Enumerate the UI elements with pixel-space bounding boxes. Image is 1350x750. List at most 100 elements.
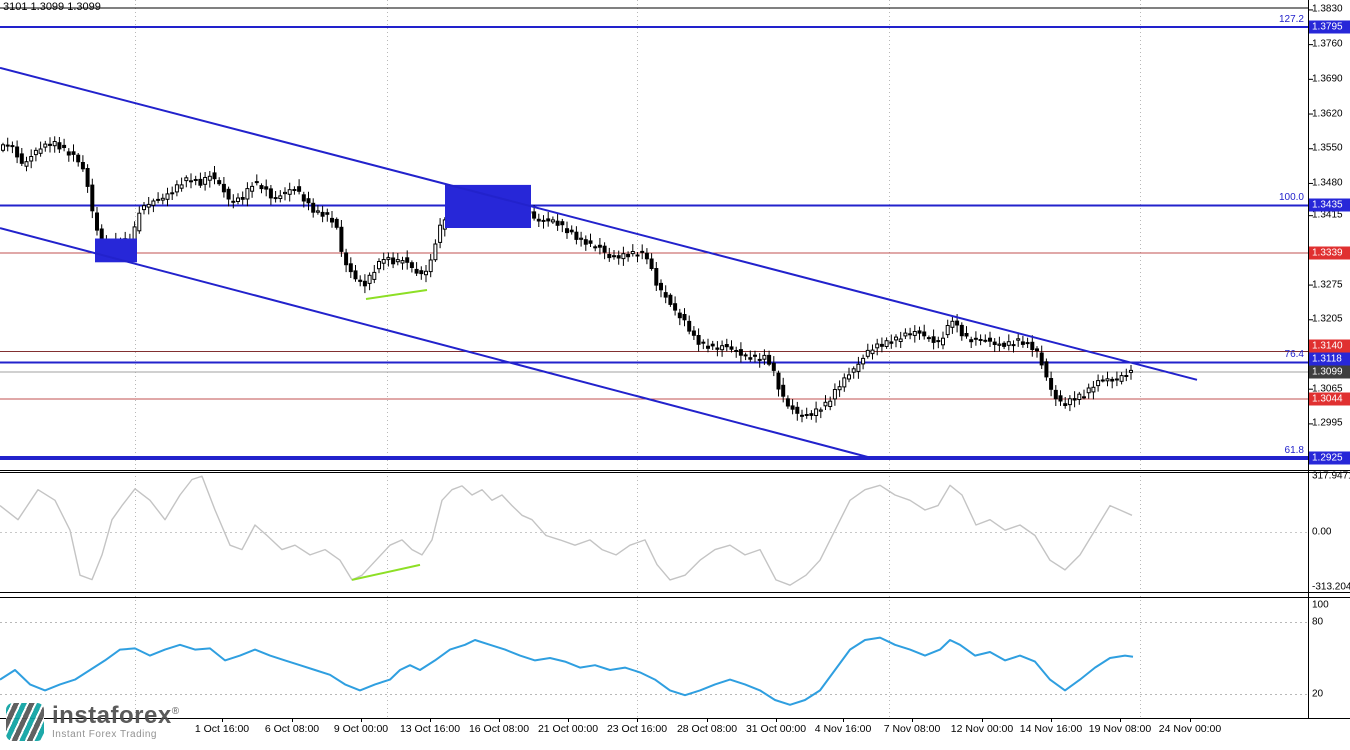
candle — [334, 218, 339, 228]
candle — [1124, 375, 1129, 377]
candle — [818, 409, 823, 412]
candle — [762, 354, 767, 360]
candle — [367, 274, 372, 284]
candle — [687, 320, 692, 332]
candle — [635, 254, 640, 257]
candle — [419, 270, 424, 275]
candle — [19, 153, 24, 164]
candle — [362, 280, 367, 287]
ind1-scale-label: 0.00 — [1312, 526, 1332, 538]
candle — [71, 151, 76, 155]
candle — [1100, 379, 1105, 382]
candle — [207, 175, 212, 181]
candle — [602, 245, 607, 253]
candle — [560, 221, 565, 226]
ind2-scale-label: 100 — [1312, 599, 1329, 611]
candle — [1096, 380, 1101, 387]
candles-layer — [1, 136, 1133, 423]
candle — [734, 350, 739, 352]
highlight-box[interactable] — [445, 184, 531, 228]
candle — [240, 197, 245, 200]
candle — [649, 258, 654, 269]
candle — [95, 212, 99, 231]
candle — [706, 345, 710, 349]
candle — [898, 338, 903, 342]
candle — [630, 251, 635, 255]
candle — [15, 146, 20, 158]
candle — [884, 340, 889, 348]
candle — [861, 357, 866, 365]
candle — [29, 156, 34, 162]
candle — [847, 374, 851, 380]
candle — [414, 268, 419, 274]
price-tick: 1.3065 — [1312, 383, 1343, 395]
candle — [720, 345, 725, 351]
candle — [57, 142, 62, 150]
candle — [616, 255, 621, 259]
time-label: 7 Nov 08:00 — [883, 723, 941, 735]
candle — [198, 178, 203, 186]
candle — [597, 244, 602, 248]
price-label-1.3435: 1.3435 — [1309, 198, 1350, 212]
time-label: 12 Nov 00:00 — [950, 723, 1014, 735]
candle — [142, 205, 146, 211]
price-label-1.3044: 1.3044 — [1309, 392, 1350, 406]
candle — [668, 294, 673, 305]
trend-line[interactable] — [0, 227, 873, 460]
candle — [936, 340, 941, 343]
candle — [941, 337, 945, 346]
levels-layer[interactable] — [0, 7, 1308, 461]
time-label: 9 Oct 00:00 — [333, 723, 389, 735]
time-label: 14 Nov 16:00 — [1019, 723, 1083, 735]
candle — [66, 151, 71, 156]
candle — [400, 260, 405, 264]
price-label-1.3339: 1.3339 — [1309, 246, 1350, 260]
price-tick: 1.3830 — [1312, 3, 1343, 15]
candle — [565, 228, 569, 234]
ind2-scale-label: 20 — [1312, 688, 1324, 700]
candle — [753, 354, 757, 357]
candle — [894, 336, 898, 341]
brand-name: instaforex® — [52, 702, 180, 729]
candle — [677, 312, 682, 319]
candle — [85, 168, 90, 187]
candle — [710, 343, 715, 347]
candle — [1114, 378, 1119, 381]
candle — [969, 339, 974, 343]
candle — [832, 389, 837, 400]
candle — [1002, 342, 1007, 347]
candle — [221, 183, 226, 193]
candle — [663, 292, 668, 298]
candle — [358, 279, 363, 282]
candle — [579, 237, 584, 240]
trend-line[interactable] — [0, 66, 1198, 381]
candle — [311, 202, 316, 213]
green-trendline[interactable] — [365, 289, 428, 300]
candle — [536, 218, 541, 222]
candle — [771, 362, 776, 371]
price-tick: 1.3550 — [1312, 142, 1343, 154]
candle — [1077, 393, 1082, 401]
candle — [922, 331, 927, 337]
quote-header: 3101 1.3099 1.3099 — [3, 1, 101, 13]
objects-layer[interactable] — [0, 66, 1198, 460]
candle — [193, 179, 198, 181]
candle — [828, 400, 833, 408]
ind1-green-trendline[interactable] — [351, 563, 421, 581]
candle — [1049, 378, 1054, 390]
indicator1-line — [0, 475, 1133, 586]
instaforex-logo-icon — [6, 703, 44, 741]
price-label-1.2925: 1.2925 — [1309, 451, 1350, 465]
candle — [137, 212, 142, 232]
candle — [325, 212, 330, 215]
time-label: 24 Nov 00:00 — [1158, 723, 1222, 735]
candle — [1039, 352, 1044, 366]
candle — [330, 217, 334, 223]
candle — [395, 259, 400, 263]
candle — [428, 259, 433, 273]
ind1-scale-label: -313.204 — [1312, 581, 1350, 593]
candle — [226, 188, 231, 200]
candle — [912, 331, 917, 336]
